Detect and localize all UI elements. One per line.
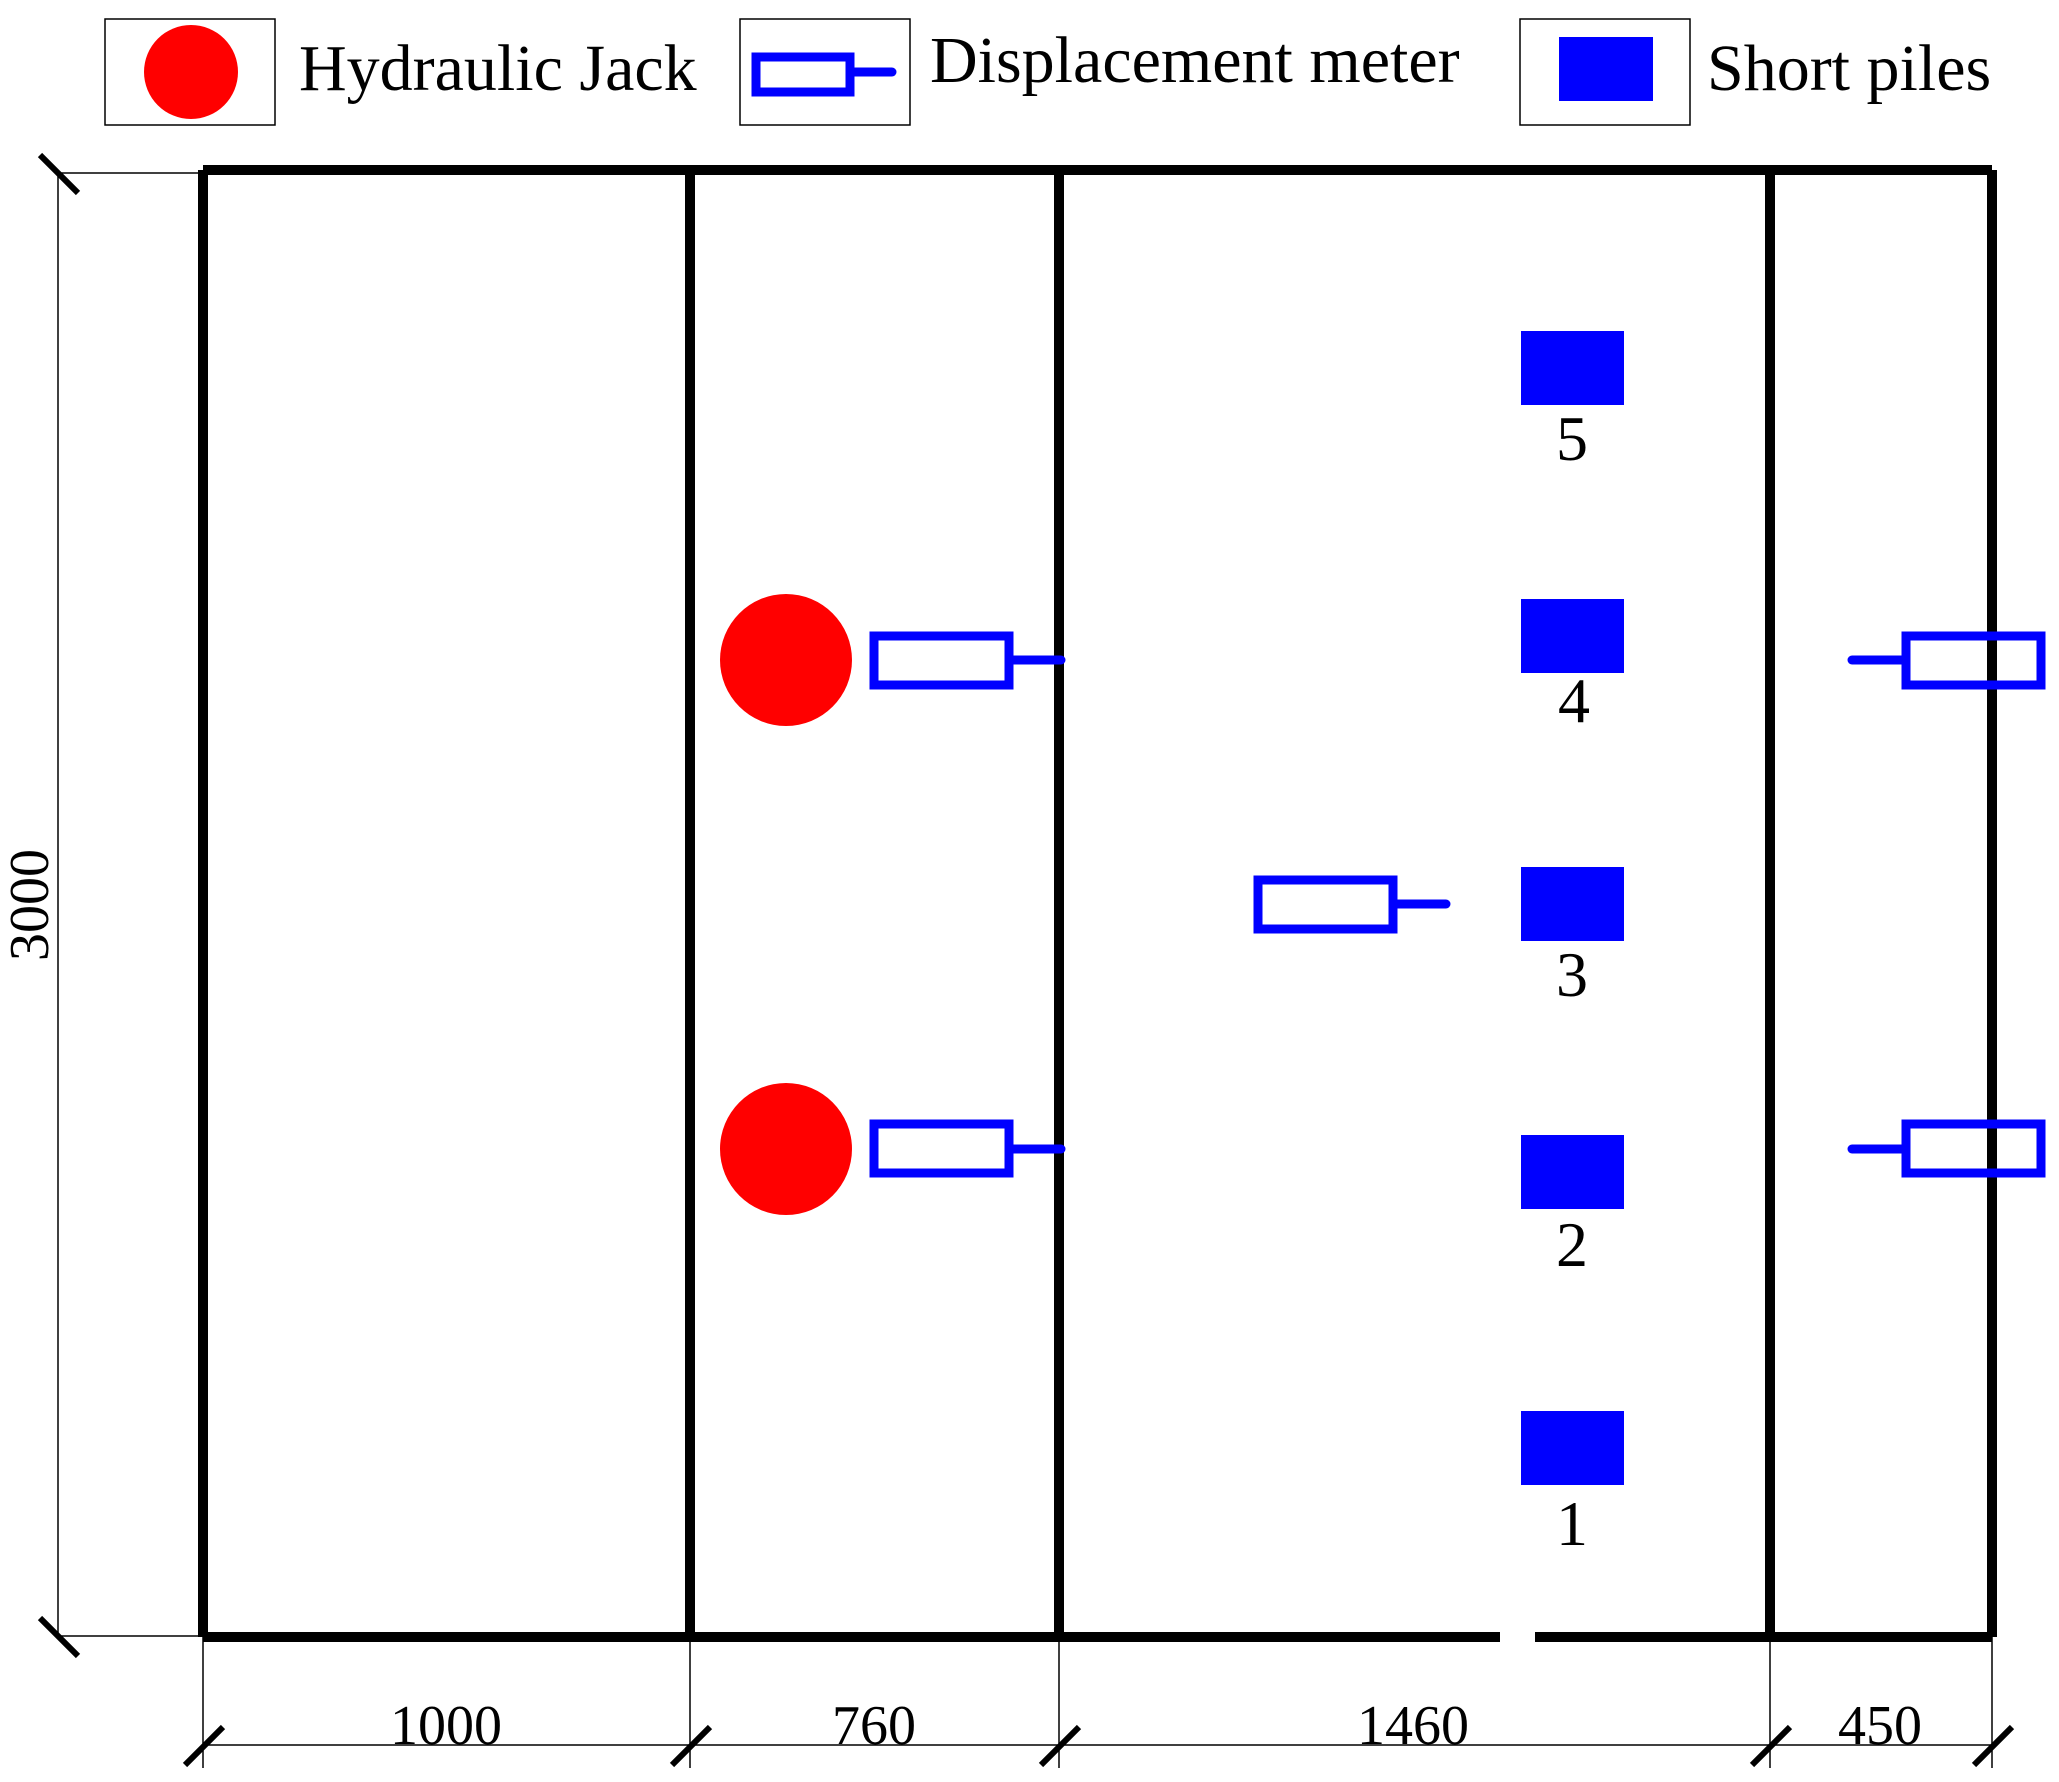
tick-mark <box>37 152 81 196</box>
height-dimension: 3000 <box>0 152 203 1659</box>
hydraulic-jack-upper <box>720 594 852 726</box>
width-label-2: 760 <box>832 1695 916 1757</box>
tick-mark <box>37 1615 81 1659</box>
displacement-meter <box>1847 1119 2046 1178</box>
legend-label-jack: Hydraulic Jack <box>299 32 697 105</box>
width-label-1: 1000 <box>390 1695 502 1757</box>
blue-square-icon <box>1559 37 1653 101</box>
tick-mark <box>1749 1724 1793 1768</box>
red-circle-icon <box>144 25 238 119</box>
width-label-4: 450 <box>1838 1695 1922 1757</box>
short-pile-5: 5 <box>1521 331 1624 474</box>
displacement-meter <box>869 1119 1066 1178</box>
hydraulic-jack-lower <box>720 1083 852 1215</box>
tick-mark <box>1971 1724 2015 1768</box>
legend-label-pile: Short piles <box>1707 32 1991 105</box>
displacement-meter-icon <box>751 52 897 97</box>
short-pile-3: 3 <box>1521 867 1624 1010</box>
legend: Hydraulic Jack Displacement meter Short … <box>104 18 1991 126</box>
legend-label-meter: Displacement meter <box>930 24 1460 97</box>
short-pile-1: 1 <box>1521 1411 1624 1559</box>
height-dimension-label: 3000 <box>0 849 61 961</box>
frame <box>198 165 1997 1642</box>
pile-label: 1 <box>1556 1488 1588 1559</box>
pile-label: 5 <box>1556 403 1588 474</box>
short-pile-4: 4 <box>1521 599 1624 736</box>
pile-label: 3 <box>1556 939 1588 1010</box>
width-dimensions: 1000 760 1460 450 <box>182 1637 2015 1768</box>
pile-label: 2 <box>1556 1209 1588 1280</box>
tick-mark <box>669 1724 713 1768</box>
tick-mark <box>182 1724 226 1768</box>
width-label-3: 1460 <box>1357 1695 1469 1757</box>
displacement-meter <box>1253 875 1451 934</box>
tick-mark <box>1038 1724 1082 1768</box>
legend-box-pile <box>1519 18 1691 126</box>
legend-box-jack <box>104 18 276 126</box>
short-pile-2: 2 <box>1521 1135 1624 1280</box>
displacement-meter <box>1847 631 2046 690</box>
legend-box-meter <box>739 18 911 126</box>
pile-label: 4 <box>1558 665 1590 736</box>
displacement-meter <box>869 631 1066 690</box>
